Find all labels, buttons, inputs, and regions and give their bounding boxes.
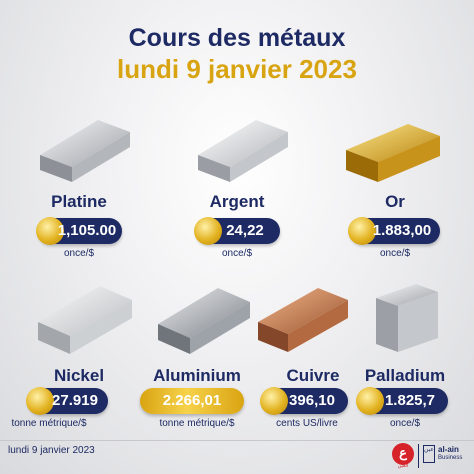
metal-card-platine: Platine 1,105.00 once/$ (0, 110, 158, 270)
coin-icon (194, 217, 222, 245)
cuivre-bar-icon (236, 278, 394, 358)
metal-price: 27.919 (52, 392, 98, 409)
coin-icon (26, 387, 54, 415)
metal-unit: tonne métrique/$ (11, 418, 87, 429)
coin-icon (348, 217, 376, 245)
coin-icon (356, 387, 384, 415)
metal-card-cuivre: Cuivre 396,10 cents US/livre (236, 278, 394, 438)
metal-price: 2.266,01 (162, 392, 222, 409)
coin-icon (260, 387, 288, 415)
metal-unit: once/$ (389, 418, 421, 429)
metal-card-or: Or 1.883,00 once/$ (316, 110, 474, 270)
price-pill: 2.266,01 (140, 388, 244, 414)
price-pill: 1,105.00 (36, 217, 122, 245)
coin-icon (36, 217, 64, 245)
nickel-bar-icon (0, 278, 158, 358)
metal-unit: tonne métrique/$ (159, 418, 235, 429)
metal-card-palladium: Palladium 1.825,7 once/$ (316, 278, 474, 438)
metal-name: Or (385, 192, 405, 211)
metal-name: Platine (51, 192, 107, 211)
metal-unit: once/$ (221, 248, 253, 259)
footer-date: lundi 9 janvier 2023 (8, 445, 95, 456)
logo-glyph: ع (399, 445, 407, 460)
metal-name: Palladium (364, 366, 446, 385)
metal-price: 1.825,7 (384, 392, 436, 409)
logo-brand-name: al-ain (438, 445, 459, 454)
metal-unit: once/$ (63, 248, 95, 259)
price-pill: 1.825,7 (356, 387, 448, 415)
metal-unit: once/$ (379, 248, 411, 259)
metal-price: 1,105.00 (57, 222, 117, 239)
metal-unit: cents US/livre (276, 418, 338, 429)
metal-price: 396,10 (289, 392, 335, 409)
logo-caption: العين (397, 463, 409, 469)
footer-divider (0, 440, 474, 441)
logo-separator (418, 444, 419, 468)
metal-card-argent: Argent 24,22 once/$ (158, 110, 316, 270)
metal-card-nickel: Nickel 27.919 tonne métrique/$ (0, 278, 158, 438)
metal-name: Aluminium (153, 366, 241, 385)
platine-bar-icon (0, 110, 158, 190)
page-date: lundi 9 janvier 2023 (117, 54, 357, 84)
or-bar-icon (316, 110, 474, 190)
price-pill: 1.883,00 (348, 217, 440, 245)
logo-brand-sub: Business (438, 455, 463, 461)
metal-price: 1.883,00 (372, 222, 432, 239)
al-ain-logo-icon: ع (392, 443, 414, 465)
palladium-bar-icon (316, 278, 474, 358)
metal-name: Cuivre (286, 366, 340, 385)
argent-bar-icon (158, 110, 316, 190)
aluminium-bar-icon (118, 278, 276, 358)
metal-name: Nickel (53, 366, 105, 385)
metal-name: Argent (209, 192, 265, 211)
price-pill: 27.919 (26, 387, 108, 415)
al-ain-business-logo-icon: عين (423, 445, 435, 463)
price-pill: 396,10 (260, 387, 348, 415)
metal-card-aluminium: Aluminium 2.266,01 tonne métrique/$ (118, 278, 276, 438)
price-pill: 24,22 (194, 217, 280, 245)
page-title: Cours des métaux (128, 24, 346, 52)
metal-price: 24,22 (226, 222, 264, 239)
